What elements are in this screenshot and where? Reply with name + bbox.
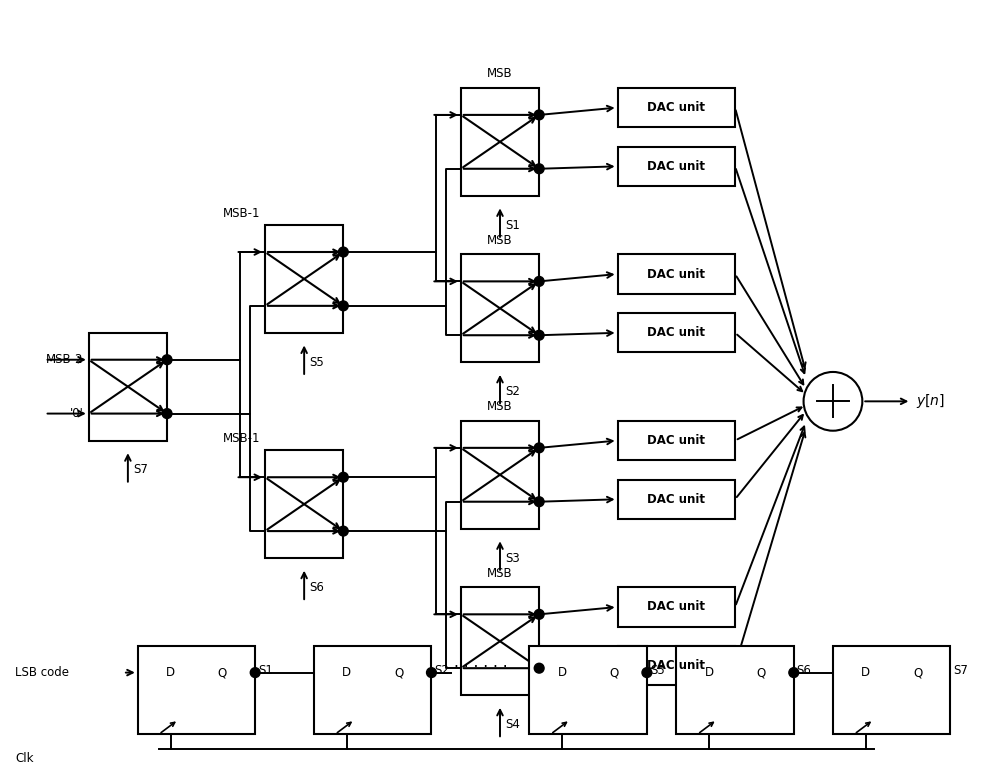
- Bar: [461, 255, 539, 362]
- Text: DAC unit: DAC unit: [647, 160, 705, 173]
- Text: DAC unit: DAC unit: [647, 492, 705, 505]
- Bar: [529, 646, 647, 734]
- Text: Q: Q: [218, 666, 227, 679]
- Bar: [461, 88, 539, 196]
- Text: S7: S7: [133, 463, 148, 476]
- Circle shape: [534, 443, 544, 453]
- Text: LSB code: LSB code: [15, 666, 69, 679]
- Circle shape: [534, 331, 544, 340]
- Circle shape: [338, 472, 348, 482]
- Text: S6: S6: [797, 664, 812, 677]
- Text: MSB: MSB: [487, 567, 513, 580]
- Text: S7: S7: [953, 664, 968, 677]
- Bar: [618, 313, 735, 352]
- Circle shape: [534, 663, 544, 673]
- Text: DAC unit: DAC unit: [647, 101, 705, 114]
- Text: DAC unit: DAC unit: [647, 601, 705, 614]
- Bar: [618, 479, 735, 518]
- Circle shape: [642, 668, 652, 677]
- Circle shape: [338, 526, 348, 536]
- Text: Q: Q: [913, 666, 922, 679]
- Text: Q: Q: [609, 666, 619, 679]
- Bar: [461, 421, 539, 528]
- Text: S2: S2: [505, 385, 520, 398]
- Text: MSB-2: MSB-2: [46, 354, 84, 366]
- Text: Q: Q: [394, 666, 403, 679]
- Circle shape: [789, 668, 799, 677]
- Text: S3: S3: [505, 551, 520, 565]
- Circle shape: [338, 301, 348, 311]
- Text: Clk: Clk: [15, 752, 34, 765]
- Bar: [676, 646, 794, 734]
- Text: S5: S5: [309, 356, 324, 369]
- Text: $y[n]$: $y[n]$: [916, 393, 945, 410]
- Text: DAC unit: DAC unit: [647, 660, 705, 672]
- Text: D: D: [558, 666, 567, 679]
- Circle shape: [534, 497, 544, 507]
- Bar: [461, 588, 539, 695]
- Text: · · · · · ·: · · · · · ·: [454, 660, 507, 675]
- Circle shape: [250, 668, 260, 677]
- Circle shape: [804, 372, 862, 431]
- Text: D: D: [861, 666, 870, 679]
- Text: S5: S5: [650, 664, 665, 677]
- Text: MSB: MSB: [487, 400, 513, 413]
- Bar: [618, 421, 735, 460]
- Circle shape: [338, 247, 348, 257]
- Text: S1: S1: [258, 664, 273, 677]
- Text: DAC unit: DAC unit: [647, 434, 705, 447]
- Bar: [265, 225, 343, 333]
- Bar: [618, 646, 735, 686]
- Bar: [618, 588, 735, 627]
- Text: S1: S1: [505, 219, 520, 232]
- Circle shape: [534, 164, 544, 173]
- Bar: [833, 646, 950, 734]
- Text: DAC unit: DAC unit: [647, 268, 705, 281]
- Circle shape: [534, 276, 544, 286]
- Text: MSB-1: MSB-1: [223, 433, 260, 446]
- Bar: [618, 255, 735, 294]
- Circle shape: [534, 610, 544, 619]
- Bar: [89, 333, 167, 440]
- Text: S2: S2: [434, 664, 449, 677]
- Text: S6: S6: [309, 581, 324, 594]
- Text: Q: Q: [756, 666, 766, 679]
- Bar: [265, 450, 343, 558]
- Text: MSB: MSB: [487, 67, 513, 80]
- Text: D: D: [705, 666, 714, 679]
- Text: MSB-1: MSB-1: [223, 207, 260, 220]
- Bar: [138, 646, 255, 734]
- Text: '0': '0': [70, 407, 84, 420]
- Bar: [314, 646, 431, 734]
- Bar: [618, 88, 735, 127]
- Text: D: D: [342, 666, 351, 679]
- Text: DAC unit: DAC unit: [647, 326, 705, 339]
- Circle shape: [162, 355, 172, 364]
- Circle shape: [534, 110, 544, 120]
- Circle shape: [427, 668, 436, 677]
- Bar: [618, 146, 735, 186]
- Text: D: D: [166, 666, 175, 679]
- Text: S4: S4: [505, 718, 520, 731]
- Text: MSB: MSB: [487, 234, 513, 247]
- Circle shape: [162, 409, 172, 419]
